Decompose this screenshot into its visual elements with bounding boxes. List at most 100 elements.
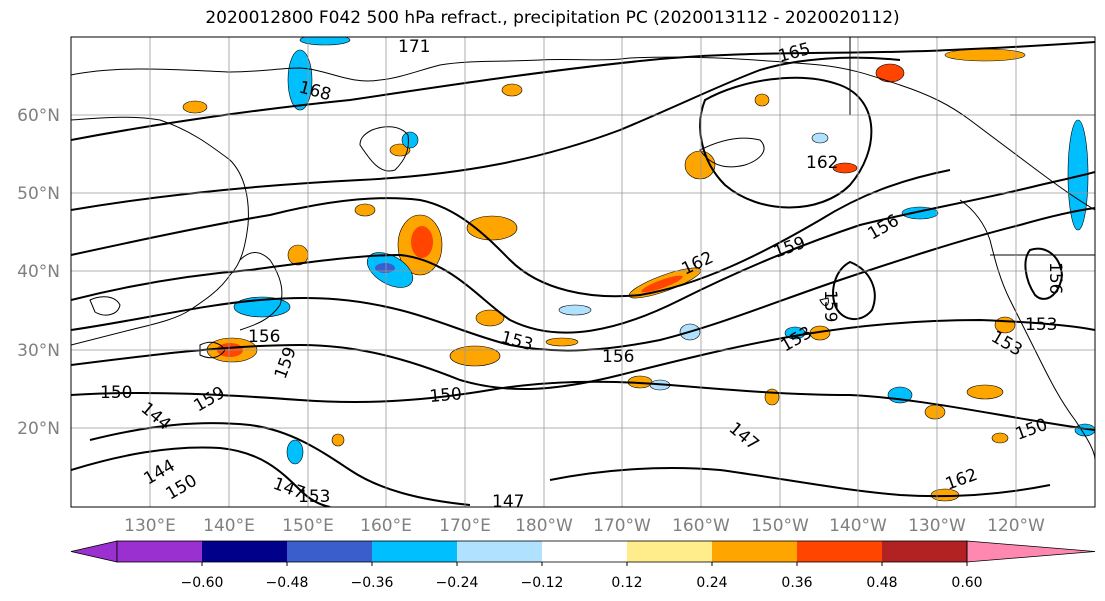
precip-blob — [991, 432, 1009, 444]
contour-label: 150 — [429, 384, 463, 407]
colorbar-segment — [627, 541, 712, 562]
colorbar-segment — [202, 541, 287, 562]
lon-label: 130°E — [124, 516, 176, 536]
colorbar-segment — [287, 541, 372, 562]
colorbar-tick-label: 0.60 — [951, 575, 982, 591]
precip-blob — [375, 263, 395, 273]
contour-159-closed — [832, 260, 876, 320]
lon-label: 160°W — [672, 516, 730, 536]
contour-147-south — [549, 467, 1051, 498]
contour-label: 150 — [100, 383, 132, 403]
lat-label-20n: 20°N — [17, 419, 60, 439]
colorbar-tick-label: 0.36 — [781, 575, 812, 591]
graticule — [71, 37, 1095, 507]
contour-label: 159 — [820, 290, 840, 322]
colorbar-extend-high — [966, 540, 1096, 563]
lon-label: 180°W — [515, 516, 573, 536]
lon-label: 120°W — [987, 516, 1045, 536]
lon-label: 150°E — [282, 516, 334, 536]
precip-blob — [811, 132, 829, 144]
kamchatka — [359, 126, 409, 172]
colorbar-tick-label: −0.36 — [351, 575, 394, 591]
precip-blob — [331, 433, 345, 447]
precip-blob — [475, 309, 505, 327]
contour-label: 147 — [492, 492, 524, 512]
contour-label: 153 — [1025, 315, 1057, 335]
precip-blob — [832, 162, 858, 174]
contour-label: 156 — [248, 327, 280, 347]
contour-162 — [71, 169, 951, 298]
precip-blob — [875, 63, 905, 83]
precip-blob — [354, 203, 376, 217]
colorbar-tick-label: −0.60 — [181, 575, 224, 591]
contour-165 — [71, 56, 901, 211]
longitude-labels: 130°E 140°E 150°E 160°E 170°E 180°W 170°… — [124, 516, 1045, 536]
latitude-labels: 20°N 30°N 40°N 50°N 60°N — [17, 106, 60, 439]
lon-label: 150°W — [751, 516, 809, 536]
lat-label-60n: 60°N — [17, 106, 60, 126]
korea — [89, 296, 121, 316]
precip-blob — [389, 143, 411, 157]
colorbar-tick-label: −0.12 — [521, 575, 564, 591]
precip-blob — [966, 384, 1004, 400]
lon-label: 160°E — [360, 516, 412, 536]
precip-blob — [411, 226, 433, 258]
colorbar-extend-low — [70, 540, 118, 563]
okhotsk-coast — [71, 116, 249, 276]
contour-label: 162 — [806, 153, 838, 173]
precip-blob — [924, 404, 946, 420]
lon-label: 130°W — [908, 516, 966, 536]
contour-153 — [71, 318, 1095, 391]
colorbar-segment — [712, 541, 797, 562]
chart-title: 2020012800 F042 500 hPa refract., precip… — [205, 8, 900, 28]
precip-blob — [449, 345, 501, 367]
colorbar-segment — [457, 541, 542, 562]
china-coast — [71, 274, 231, 346]
lon-label: 140°W — [829, 516, 887, 536]
japan-outline — [239, 252, 283, 331]
contour-147 — [89, 422, 471, 506]
contour-144 — [71, 446, 331, 507]
precip-blob — [286, 439, 304, 465]
colorbar-segment — [372, 541, 457, 562]
contour-168 — [71, 41, 1095, 141]
precip-blob — [182, 100, 208, 114]
colorbar-segment — [882, 541, 967, 562]
lon-label: 170°W — [593, 516, 651, 536]
colorbar-tick-label: 0.12 — [611, 575, 642, 591]
lat-label-30n: 30°N — [17, 341, 60, 361]
precip-blob — [501, 83, 523, 97]
colorbar-tick-label: 0.24 — [696, 575, 727, 591]
precip-blob — [558, 304, 592, 316]
lon-label: 140°E — [203, 516, 255, 536]
contour-label: 171 — [398, 37, 430, 57]
precip-blob — [944, 48, 1026, 62]
colorbar-segment — [542, 541, 627, 562]
alaska-coast — [629, 56, 1095, 211]
contour-150 — [71, 380, 1095, 431]
colorbar: −0.60 −0.48 −0.36 −0.24 −0.12 0.12 0.24 0.36 0.4… — [70, 540, 1096, 591]
hawaii — [819, 297, 829, 307]
lat-label-50n: 50°N — [17, 184, 60, 204]
alaska-peninsula — [699, 137, 765, 168]
contour-label: 153 — [298, 487, 330, 507]
precip-blob — [754, 93, 770, 107]
na-west-coast — [959, 199, 1095, 461]
precip-blob — [641, 275, 683, 293]
colorbar-tick-label: 0.48 — [866, 575, 897, 591]
precip-blob — [287, 49, 313, 111]
colorbar-tick-label: −0.48 — [266, 575, 309, 591]
colorbar-segment — [797, 541, 882, 562]
contour-159 — [71, 171, 1095, 334]
colorbar-tick-label: −0.24 — [436, 575, 479, 591]
lat-label-40n: 40°N — [17, 262, 60, 282]
contour-lines — [71, 41, 1095, 507]
contour-label: 156 — [1045, 262, 1065, 294]
lon-label: 170°E — [439, 516, 491, 536]
siberia-coast — [71, 57, 631, 82]
colorbar-segment — [117, 541, 202, 562]
precip-blob — [299, 37, 351, 46]
precip-blob — [466, 215, 518, 241]
precip-blob — [401, 131, 419, 149]
